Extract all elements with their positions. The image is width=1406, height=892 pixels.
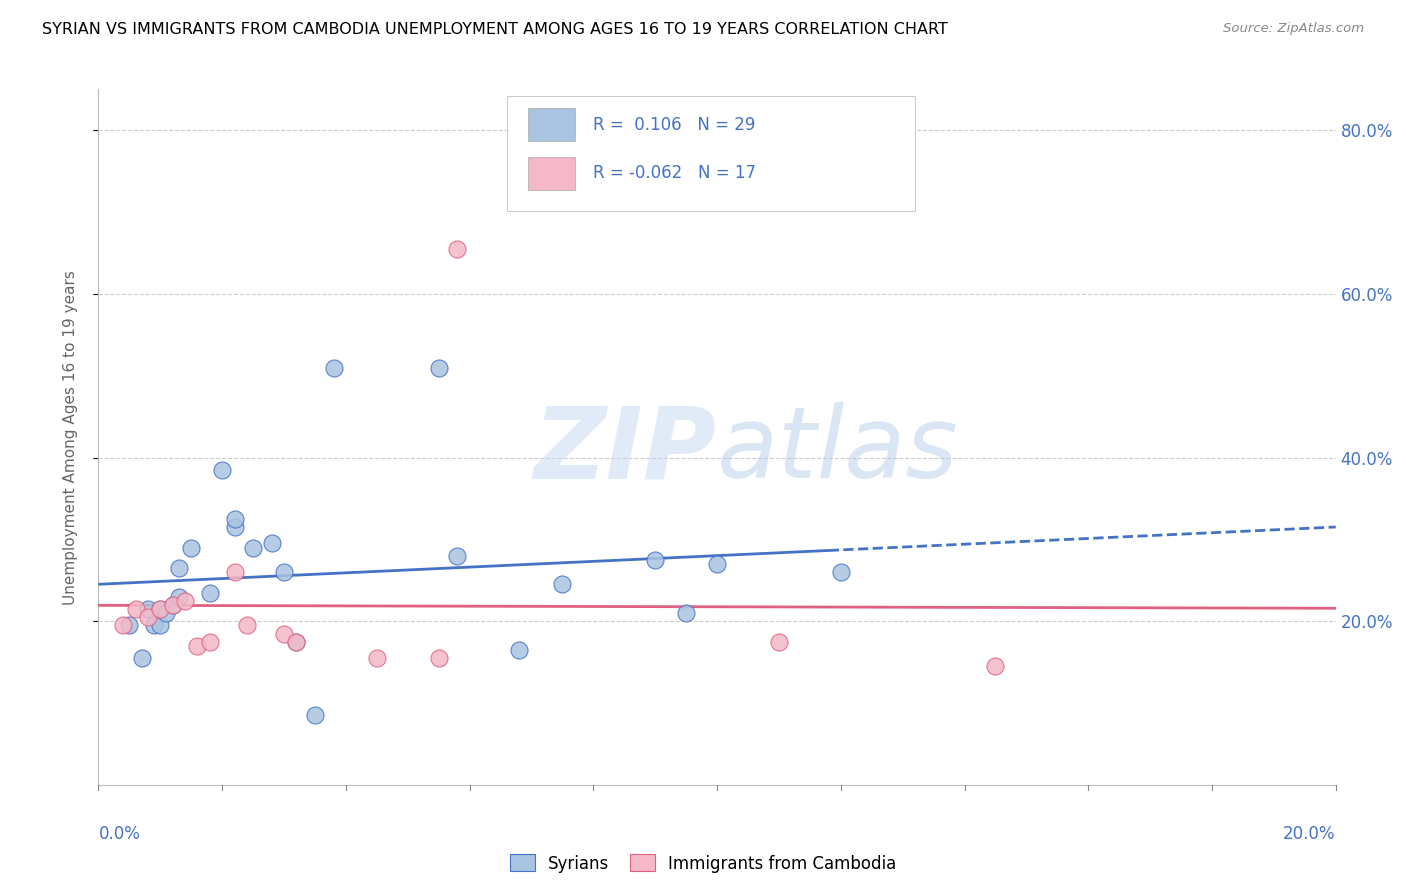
Point <box>155 606 177 620</box>
Point <box>224 565 246 579</box>
Point <box>143 618 166 632</box>
Point <box>768 634 790 648</box>
Point <box>551 577 574 591</box>
Point <box>285 634 308 648</box>
Point <box>446 242 468 256</box>
Point <box>427 360 450 375</box>
Point <box>180 541 202 555</box>
Point <box>242 541 264 555</box>
Text: SYRIAN VS IMMIGRANTS FROM CAMBODIA UNEMPLOYMENT AMONG AGES 16 TO 19 YEARS CORREL: SYRIAN VS IMMIGRANTS FROM CAMBODIA UNEMP… <box>42 22 948 37</box>
Point <box>322 360 344 375</box>
Point <box>236 618 259 632</box>
FancyBboxPatch shape <box>527 157 575 190</box>
Point <box>285 634 308 648</box>
Text: 20.0%: 20.0% <box>1284 825 1336 843</box>
Point <box>136 610 159 624</box>
Point <box>149 618 172 632</box>
Point <box>131 651 153 665</box>
Text: ZIP: ZIP <box>534 402 717 500</box>
Point <box>167 590 190 604</box>
Text: 0.0%: 0.0% <box>98 825 141 843</box>
Point <box>224 520 246 534</box>
Text: R =  0.106   N = 29: R = 0.106 N = 29 <box>593 116 755 134</box>
Point <box>508 643 530 657</box>
Point <box>260 536 283 550</box>
Point <box>366 651 388 665</box>
Point <box>427 651 450 665</box>
Point <box>198 634 221 648</box>
Point <box>211 463 233 477</box>
Point <box>186 639 208 653</box>
Point <box>149 602 172 616</box>
FancyBboxPatch shape <box>506 96 915 211</box>
Point <box>446 549 468 563</box>
Point <box>162 598 184 612</box>
Text: Source: ZipAtlas.com: Source: ZipAtlas.com <box>1223 22 1364 36</box>
Point <box>162 598 184 612</box>
FancyBboxPatch shape <box>527 108 575 141</box>
Point <box>644 553 666 567</box>
Point <box>984 659 1007 673</box>
Point <box>224 512 246 526</box>
Point <box>124 602 146 616</box>
Y-axis label: Unemployment Among Ages 16 to 19 years: Unemployment Among Ages 16 to 19 years <box>63 269 77 605</box>
Point <box>273 626 295 640</box>
Text: atlas: atlas <box>717 402 959 500</box>
Point <box>675 606 697 620</box>
Point <box>706 557 728 571</box>
Legend: Syrians, Immigrants from Cambodia: Syrians, Immigrants from Cambodia <box>503 847 903 880</box>
Point <box>198 585 221 599</box>
Point <box>174 594 197 608</box>
Point <box>273 565 295 579</box>
Point <box>830 565 852 579</box>
Point <box>167 561 190 575</box>
Point <box>136 602 159 616</box>
Text: R = -0.062   N = 17: R = -0.062 N = 17 <box>593 164 756 182</box>
Point <box>149 602 172 616</box>
Point <box>118 618 141 632</box>
Point <box>304 708 326 723</box>
Point <box>112 618 135 632</box>
